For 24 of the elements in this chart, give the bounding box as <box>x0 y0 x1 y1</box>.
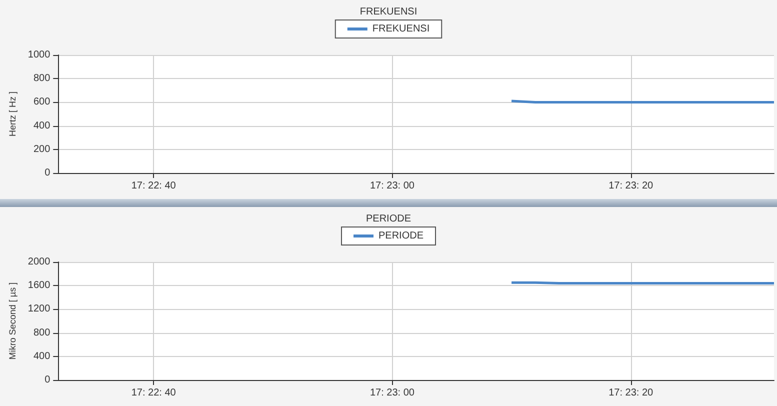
y-tick-label: 0 <box>44 374 51 386</box>
y-axis-title: Hertz [ Hz ] <box>8 91 18 137</box>
y-tick-label: 0 <box>44 168 51 178</box>
y-tick-label: 1200 <box>28 304 51 315</box>
y-tick-label: 800 <box>33 327 51 338</box>
x-tick-label: 17: 23: 00 <box>370 180 415 192</box>
chart-title: PERIODE <box>366 214 412 224</box>
y-tick-label: 2000 <box>28 256 51 268</box>
x-tick-label: 17: 23: 00 <box>370 388 415 398</box>
x-tick-label: 17: 23: 20 <box>608 388 654 398</box>
y-axis-title: Mikro Second [ µs ] <box>8 282 18 360</box>
y-tick-label: 400 <box>33 350 51 362</box>
chart-title: FREKUENSI <box>360 6 418 18</box>
y-tick-label: 1000 <box>28 50 51 60</box>
y-tick-label: 400 <box>33 120 51 132</box>
legend-label: PERIODE <box>378 230 424 242</box>
y-tick-label: 200 <box>33 144 51 155</box>
x-tick-label: 17: 22: 40 <box>131 180 176 192</box>
legend-label: FREKUENSI <box>372 24 430 34</box>
y-tick-label: 1600 <box>28 280 51 292</box>
y-tick-label: 800 <box>33 73 51 84</box>
x-tick-label: 17: 22: 40 <box>131 388 176 398</box>
y-tick-label: 600 <box>33 96 51 108</box>
x-tick-label: 17: 23: 20 <box>608 180 654 192</box>
